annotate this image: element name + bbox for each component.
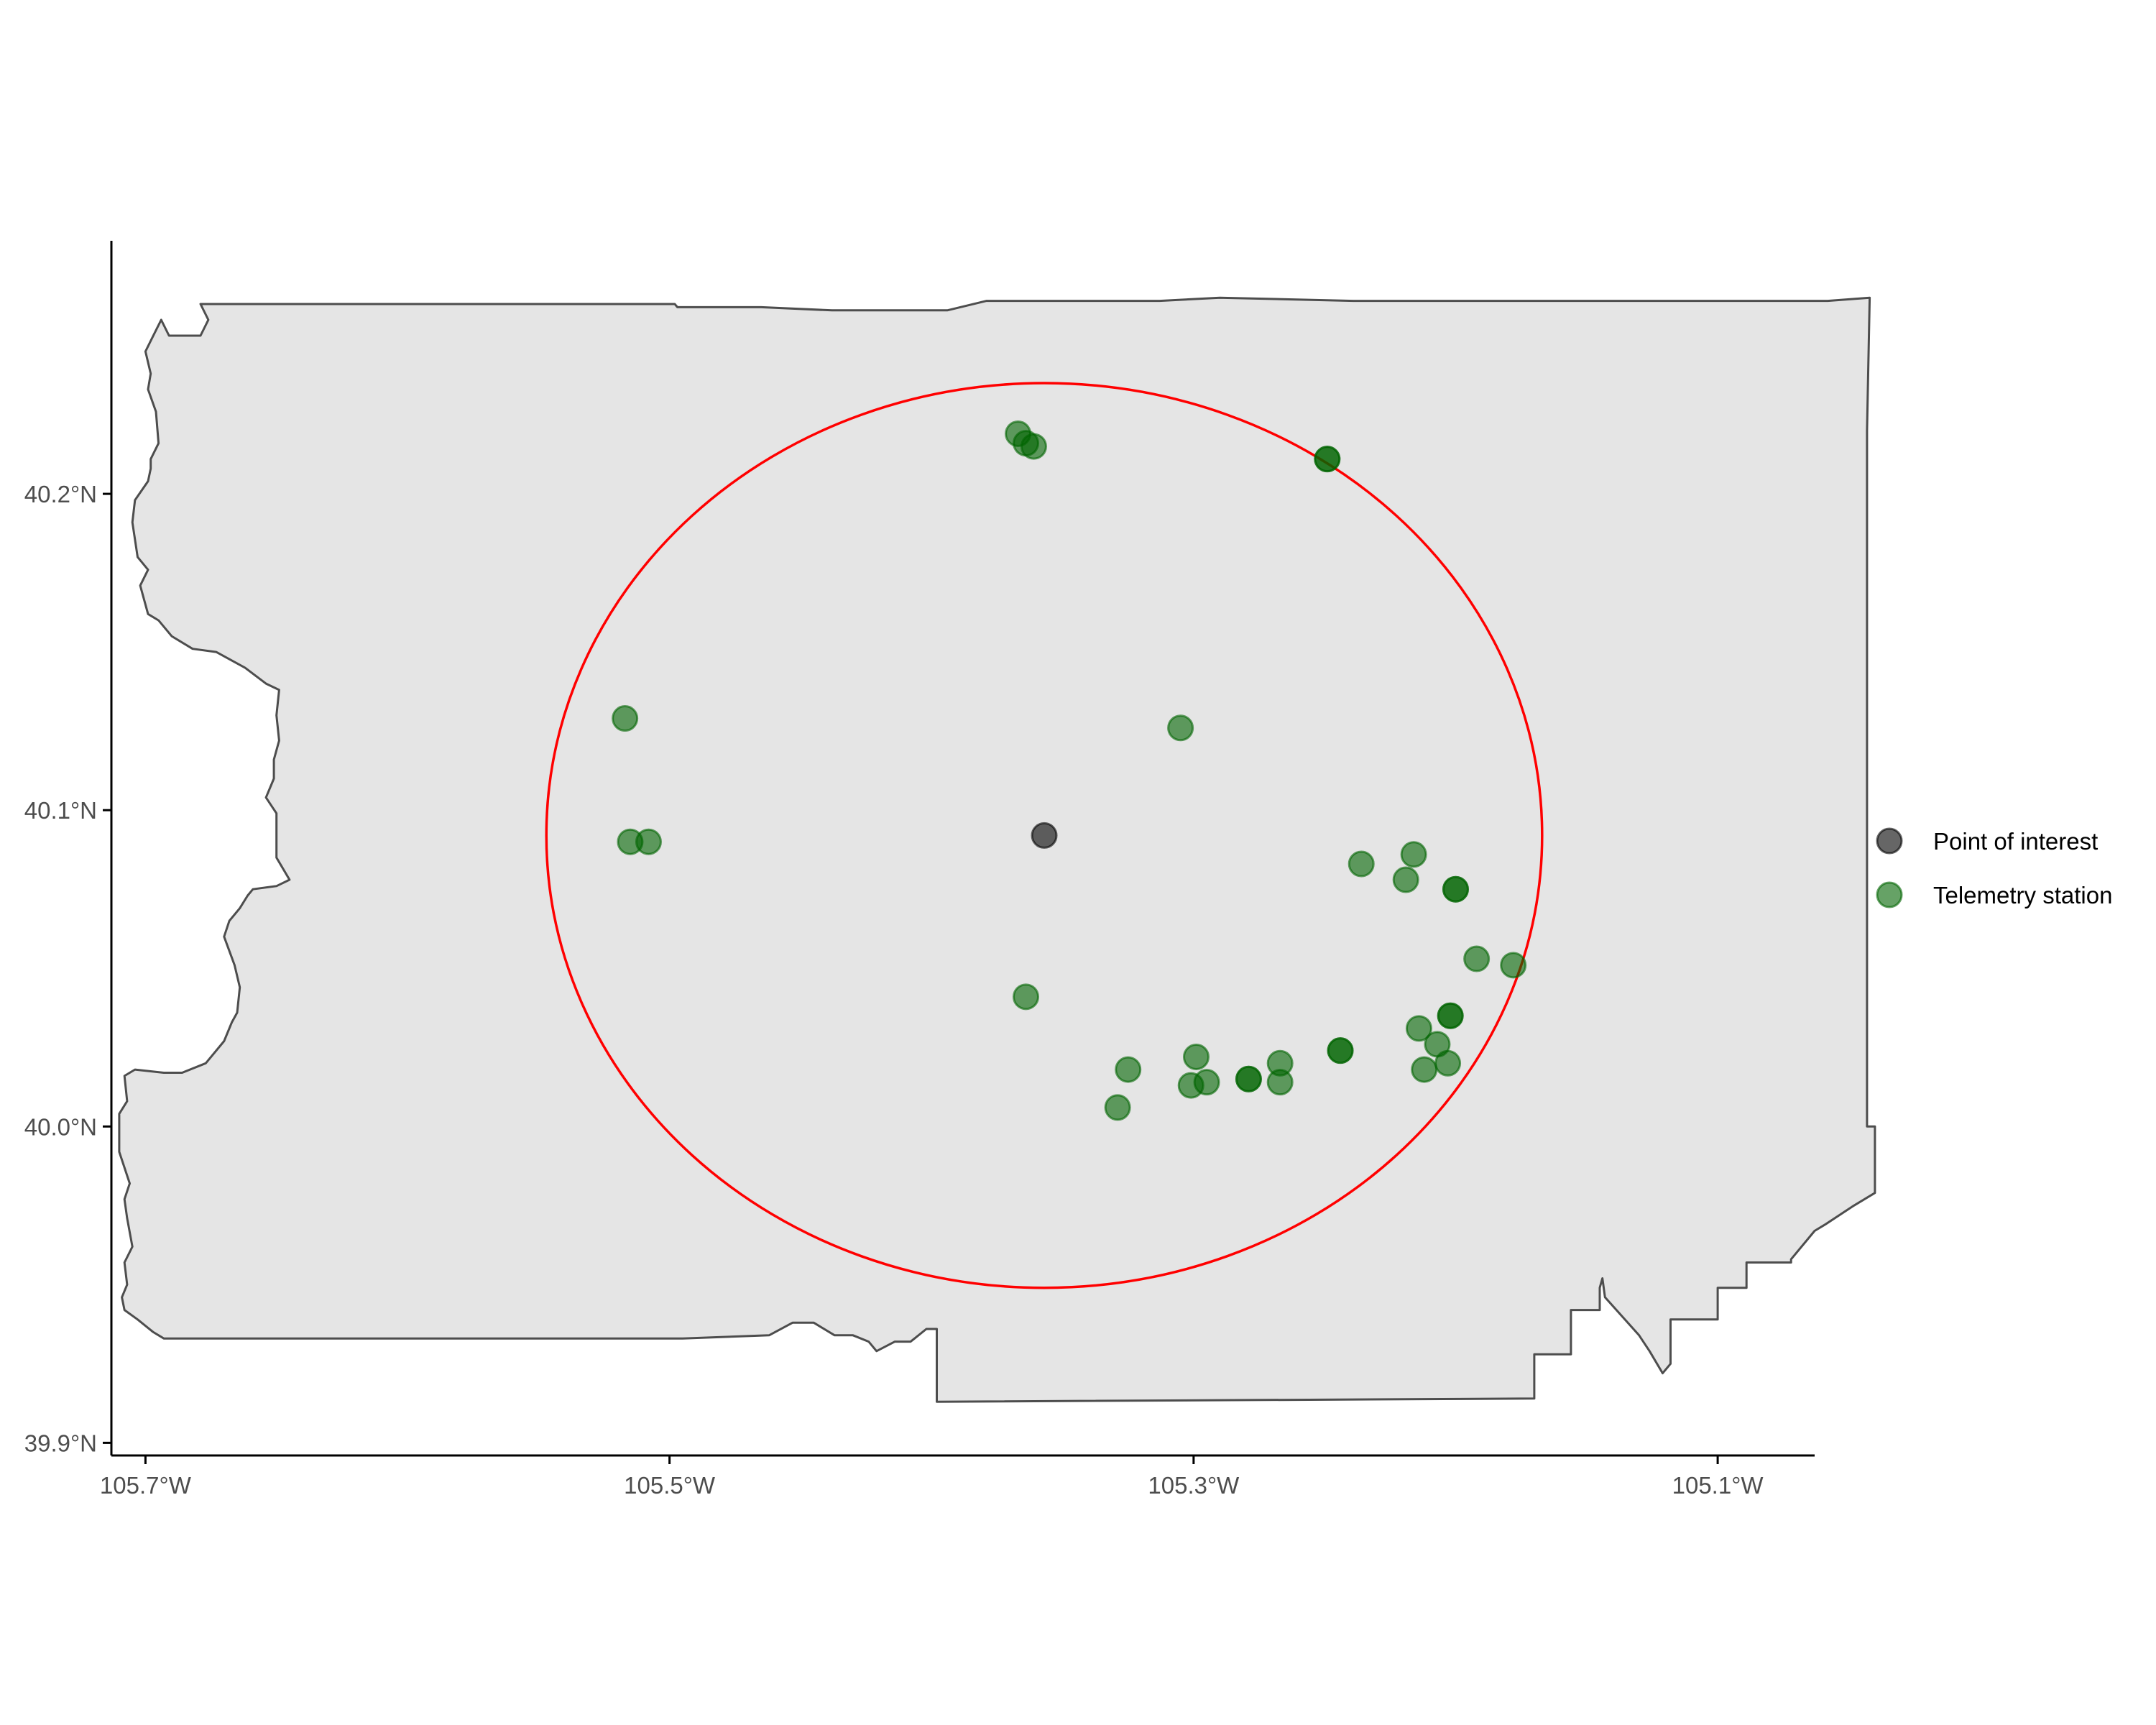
map-panel [118, 296, 1876, 1403]
telemetry-station-point [1235, 1065, 1262, 1092]
legend-key-point-of-interest [1876, 827, 1903, 855]
telemetry-station-point [1327, 1037, 1354, 1064]
telemetry-station-point [1400, 841, 1427, 868]
telemetry-station-point [612, 705, 639, 732]
county-boundary [118, 296, 1876, 1403]
telemetry-station-point [1463, 945, 1491, 972]
y-tick-label: 40.2°N [24, 481, 97, 507]
telemetry-station-point [1411, 1056, 1438, 1083]
telemetry-station-point [1193, 1069, 1220, 1096]
legend-key-telemetry-station [1876, 881, 1903, 908]
telemetry-station-point [1500, 952, 1527, 979]
telemetry-station-point [635, 828, 662, 855]
point-of-interest-point [1031, 822, 1058, 849]
points-layer [612, 420, 1527, 1121]
telemetry-station-point [1314, 446, 1341, 473]
legend-label-telemetry-station: Telemetry station [1933, 882, 2112, 908]
telemetry-station-point [1266, 1069, 1294, 1096]
telemetry-station-point [1442, 875, 1469, 903]
telemetry-station-point [1013, 983, 1040, 1011]
buffer-circle [545, 382, 1544, 1289]
x-tick-label: 105.1°W [1672, 1472, 1764, 1499]
telemetry-station-point [1167, 714, 1194, 742]
legend: Point of interest Telemetry station [1876, 827, 2112, 908]
legend-label-point-of-interest: Point of interest [1933, 828, 2098, 855]
y-tick-label: 40.0°N [24, 1113, 97, 1140]
telemetry-station-point [1183, 1043, 1210, 1070]
telemetry-station-point [1434, 1049, 1462, 1077]
telemetry-station-point [1392, 866, 1419, 893]
telemetry-station-point [1348, 850, 1375, 878]
x-tick-label: 105.5°W [624, 1472, 716, 1499]
y-tick-label: 40.1°N [24, 797, 97, 824]
axes: 105.7°W 105.5°W 105.3°W 105.1°W 39.9°N 40.0°… [24, 241, 1815, 1499]
legend-item-telemetry-station: Telemetry station [1876, 881, 2112, 908]
x-tick-label: 105.3°W [1148, 1472, 1240, 1499]
legend-item-point-of-interest: Point of interest [1876, 827, 2098, 855]
telemetry-station-point [1104, 1094, 1131, 1121]
y-tick-label: 39.9°N [24, 1430, 97, 1456]
telemetry-station-point [1405, 1015, 1432, 1042]
y-axis-ticks: 39.9°N 40.0°N 40.1°N 40.2°N [24, 481, 111, 1456]
telemetry-station-point [1437, 1002, 1464, 1029]
telemetry-station-point [1115, 1056, 1142, 1083]
x-tick-label: 105.7°W [100, 1472, 192, 1499]
telemetry-station-point [1020, 433, 1047, 460]
x-axis-ticks: 105.7°W 105.5°W 105.3°W 105.1°W [100, 1455, 1764, 1499]
